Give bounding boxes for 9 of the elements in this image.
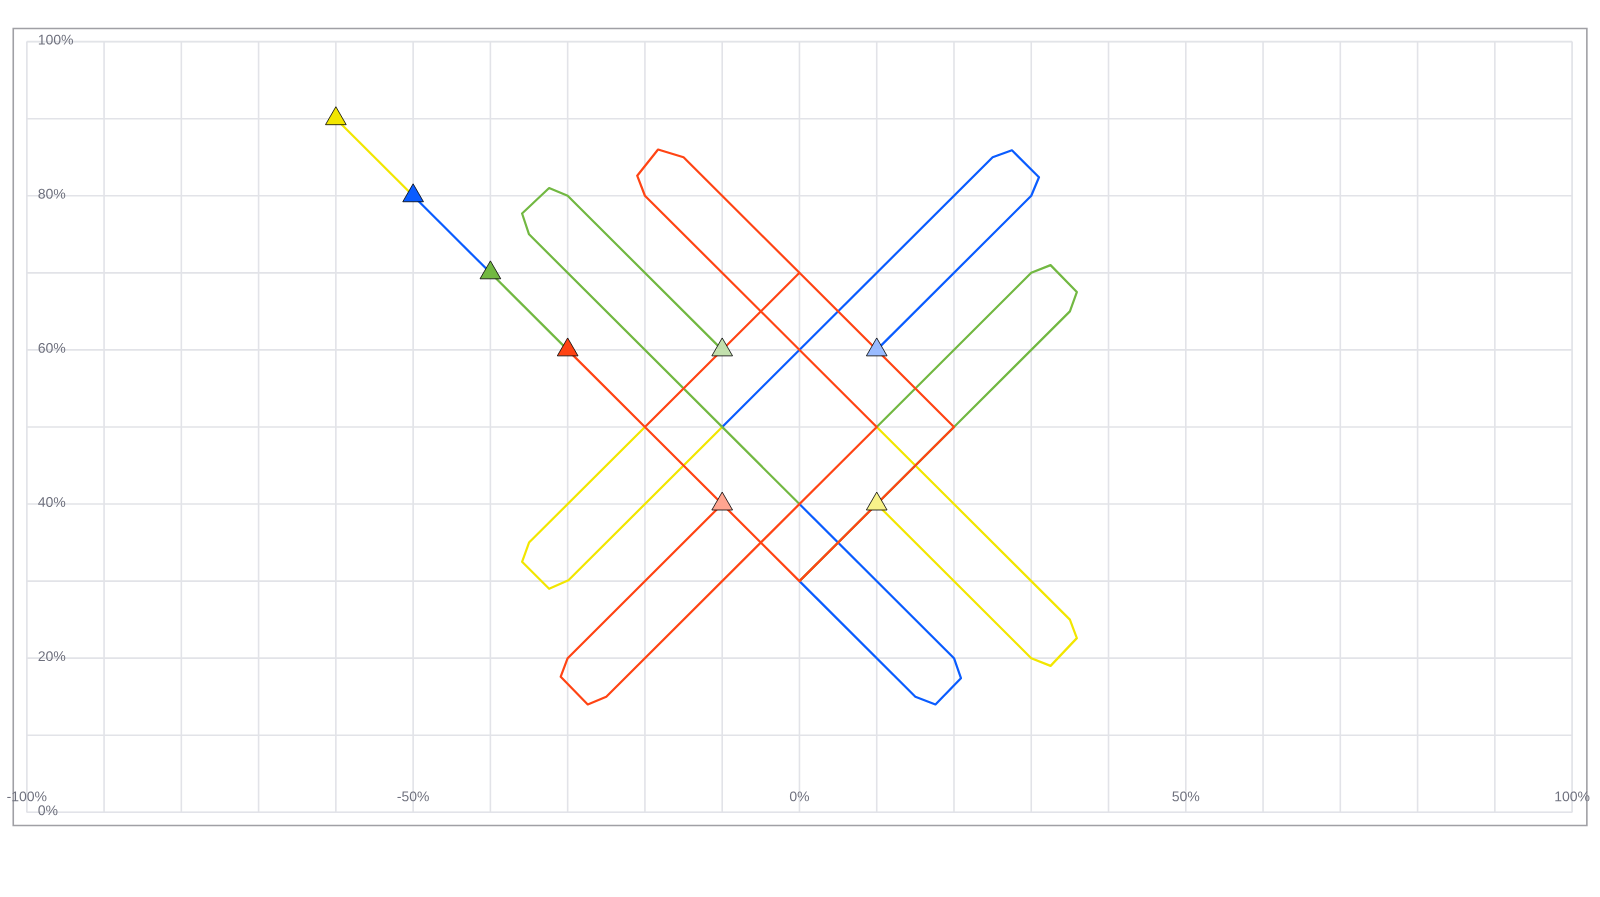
y-tick-label: 100% <box>38 34 73 45</box>
y-tick-label: 40% <box>38 497 66 508</box>
y-tick-label: 60% <box>38 343 66 354</box>
y-tick-label: 80% <box>38 189 66 199</box>
x-tick-label: -50% <box>397 791 429 802</box>
x-tick-label: 0% <box>789 791 810 802</box>
y-tick-label: 0% <box>38 805 58 816</box>
x-tick-label: 50% <box>1172 791 1200 802</box>
y-tick-label: 20% <box>38 651 66 662</box>
